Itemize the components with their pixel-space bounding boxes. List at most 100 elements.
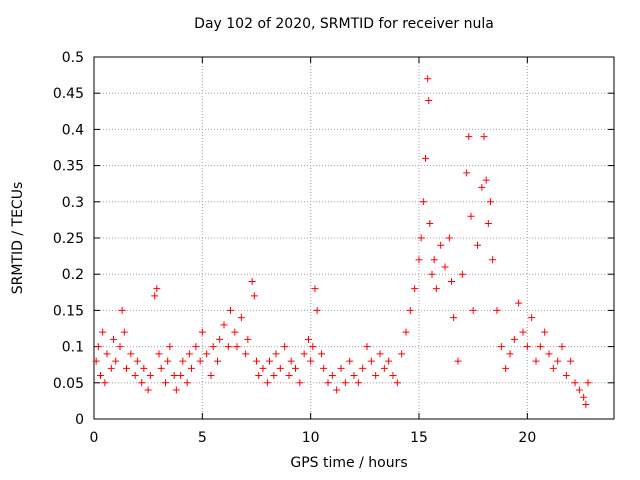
data-point — [402, 328, 410, 336]
data-point — [502, 364, 510, 372]
data-point — [263, 379, 271, 387]
data-point — [497, 343, 505, 351]
data-point — [155, 350, 163, 358]
y-tick-label: 0.1 — [62, 340, 84, 356]
data-point — [333, 386, 341, 394]
data-point — [528, 314, 536, 322]
data-point — [562, 372, 570, 380]
data-point — [198, 328, 206, 336]
data-point — [103, 350, 111, 358]
data-point — [536, 343, 544, 351]
data-point — [209, 343, 217, 351]
data-point — [506, 350, 514, 358]
data-point — [385, 357, 393, 365]
data-point — [138, 379, 146, 387]
data-point — [120, 328, 128, 336]
data-point — [484, 220, 492, 228]
data-point — [359, 364, 367, 372]
data-point — [406, 306, 414, 314]
data-point — [123, 364, 130, 372]
x-axis-ticks: 0 5 10 15 20 — [90, 57, 536, 446]
data-point — [92, 357, 100, 365]
x-tick-label: 10 — [302, 430, 320, 446]
data-point — [487, 198, 494, 206]
data-point — [324, 379, 332, 387]
data-point — [474, 241, 481, 249]
data-point — [237, 314, 245, 322]
data-point — [170, 372, 178, 380]
y-tick-label: 0.45 — [53, 86, 84, 102]
data-point — [188, 364, 195, 372]
data-point — [549, 364, 557, 372]
x-axis-label: GPS time / hours — [290, 455, 408, 471]
chart-title: Day 102 of 2020, SRMTID for receiver nul… — [194, 16, 494, 32]
data-point — [337, 364, 345, 372]
y-tick-label: 0.15 — [53, 303, 84, 319]
data-point — [309, 343, 317, 351]
data-point — [425, 96, 433, 104]
data-point — [220, 321, 228, 329]
x-tick-label: 15 — [410, 430, 428, 446]
data-point — [341, 379, 349, 387]
data-point — [116, 343, 124, 351]
data-point — [346, 357, 354, 365]
data-point — [432, 285, 440, 293]
data-point — [575, 386, 583, 394]
data-point — [253, 357, 260, 365]
data-points — [92, 75, 592, 409]
data-point — [97, 372, 104, 380]
data-point — [285, 372, 293, 380]
data-point — [567, 357, 575, 365]
data-point — [328, 372, 336, 380]
data-point — [532, 357, 540, 365]
data-point — [185, 350, 193, 358]
data-point — [214, 357, 221, 365]
data-point — [151, 292, 159, 300]
data-point — [571, 379, 579, 387]
data-point — [417, 234, 425, 242]
data-point — [482, 176, 490, 184]
data-point — [146, 372, 154, 380]
data-point — [177, 372, 185, 380]
data-point — [320, 364, 328, 372]
data-point — [127, 350, 135, 358]
x-tick-label: 5 — [198, 430, 207, 446]
data-point — [415, 256, 423, 264]
data-point — [112, 357, 120, 365]
data-point — [196, 357, 204, 365]
data-point — [318, 350, 325, 358]
data-point — [296, 379, 304, 387]
y-tick-label: 0 — [75, 412, 84, 428]
data-point — [259, 364, 267, 372]
data-point — [313, 306, 321, 314]
y-tick-label: 0.5 — [62, 50, 84, 66]
data-point — [144, 386, 152, 394]
data-point — [300, 350, 308, 358]
data-point — [216, 335, 224, 343]
data-point — [393, 379, 401, 387]
data-point — [311, 285, 319, 293]
data-point — [192, 343, 200, 351]
data-point — [153, 285, 161, 293]
y-tick-label: 0.25 — [53, 231, 84, 247]
y-tick-label: 0.3 — [62, 195, 84, 211]
data-point — [519, 328, 527, 336]
data-point — [305, 335, 312, 343]
data-point — [164, 357, 172, 365]
data-point — [99, 328, 107, 336]
data-point — [354, 379, 362, 387]
data-point — [428, 270, 436, 278]
data-point — [515, 299, 523, 307]
data-point — [350, 372, 358, 380]
data-point — [458, 270, 466, 278]
data-point — [554, 357, 562, 365]
data-point — [244, 335, 252, 343]
data-point — [231, 328, 239, 336]
data-point — [582, 401, 590, 409]
data-point — [448, 277, 455, 285]
data-point — [450, 314, 458, 322]
data-point — [478, 183, 486, 191]
data-point — [367, 357, 375, 365]
data-point — [558, 343, 566, 351]
data-point — [419, 198, 427, 206]
